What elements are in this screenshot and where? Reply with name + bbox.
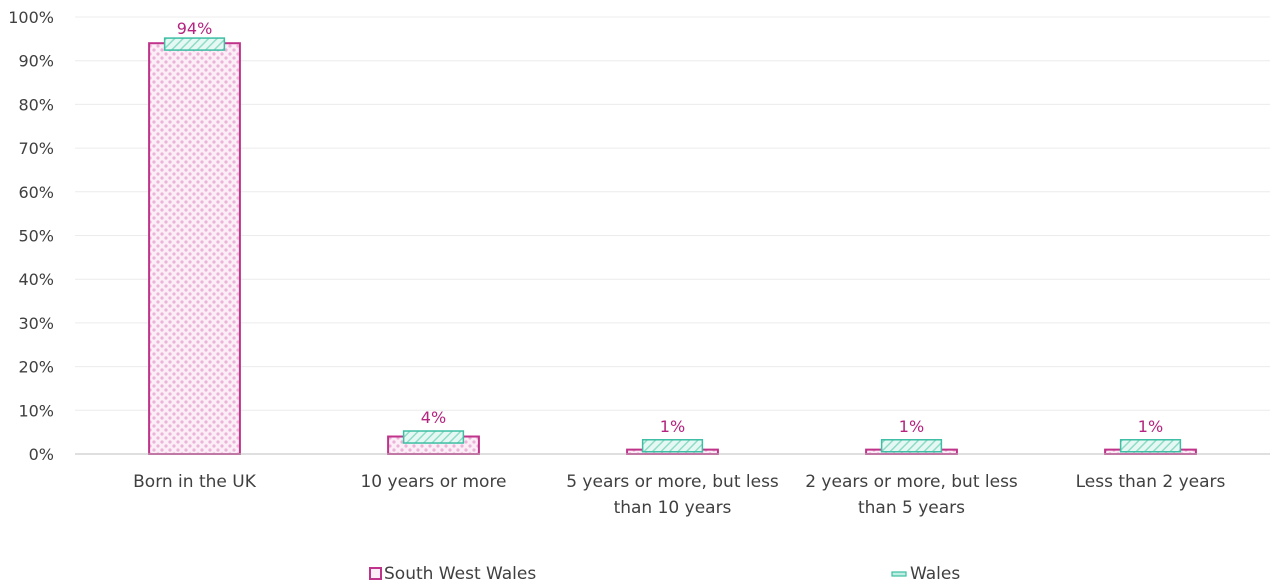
legend: South West Wales Wales [369,564,960,584]
bar-wales [163,37,226,51]
legend-swatch-wales [891,571,907,577]
y-tick-label: 100% [8,8,54,27]
x-category-label: 10 years or more [360,472,506,492]
y-tick-label: 90% [18,52,54,71]
y-tick-label: 60% [18,183,54,202]
x-category-label: 5 years or more, but less [566,472,779,492]
x-category-label: Born in the UK [133,472,257,492]
x-category-label: than 10 years [614,498,732,518]
data-label: 1% [1138,417,1163,436]
bar-wales [402,430,465,444]
bar-wales [880,439,943,453]
bar-wales [641,439,704,453]
y-tick-label: 50% [18,227,54,246]
x-category-label: than 5 years [858,498,965,518]
x-category-label: 2 years or more, but less [805,472,1018,492]
data-label: 1% [899,417,924,436]
data-label: 4% [421,408,446,427]
y-tick-label: 80% [18,95,54,114]
bar-south-west-wales [148,42,241,455]
y-tick-label: 40% [18,270,54,289]
data-label: 1% [660,417,685,436]
data-label: 94% [177,19,213,38]
gridlines [75,16,1270,411]
legend-label-south-west-wales: South West Wales [384,564,536,584]
y-tick-label: 30% [18,314,54,333]
data-labels: 94% 4% 1% 1% 1% [177,19,1163,436]
x-category-label: Less than 2 years [1076,472,1226,492]
y-tick-label: 70% [18,139,54,158]
legend-swatch-south-west-wales [369,567,382,580]
bars [148,37,1197,456]
legend-label-wales: Wales [910,564,960,584]
x-axis-categories: Born in the UK 10 years or more 5 years or… [133,472,1225,518]
y-tick-label: 0% [29,445,54,464]
bar-wales [1119,439,1182,453]
y-tick-label: 10% [18,401,54,420]
y-axis-ticks: 0% 10% 20% 30% 40% 50% 60% 70% 80% 90% 100% [8,8,54,464]
y-tick-label: 20% [18,358,54,377]
